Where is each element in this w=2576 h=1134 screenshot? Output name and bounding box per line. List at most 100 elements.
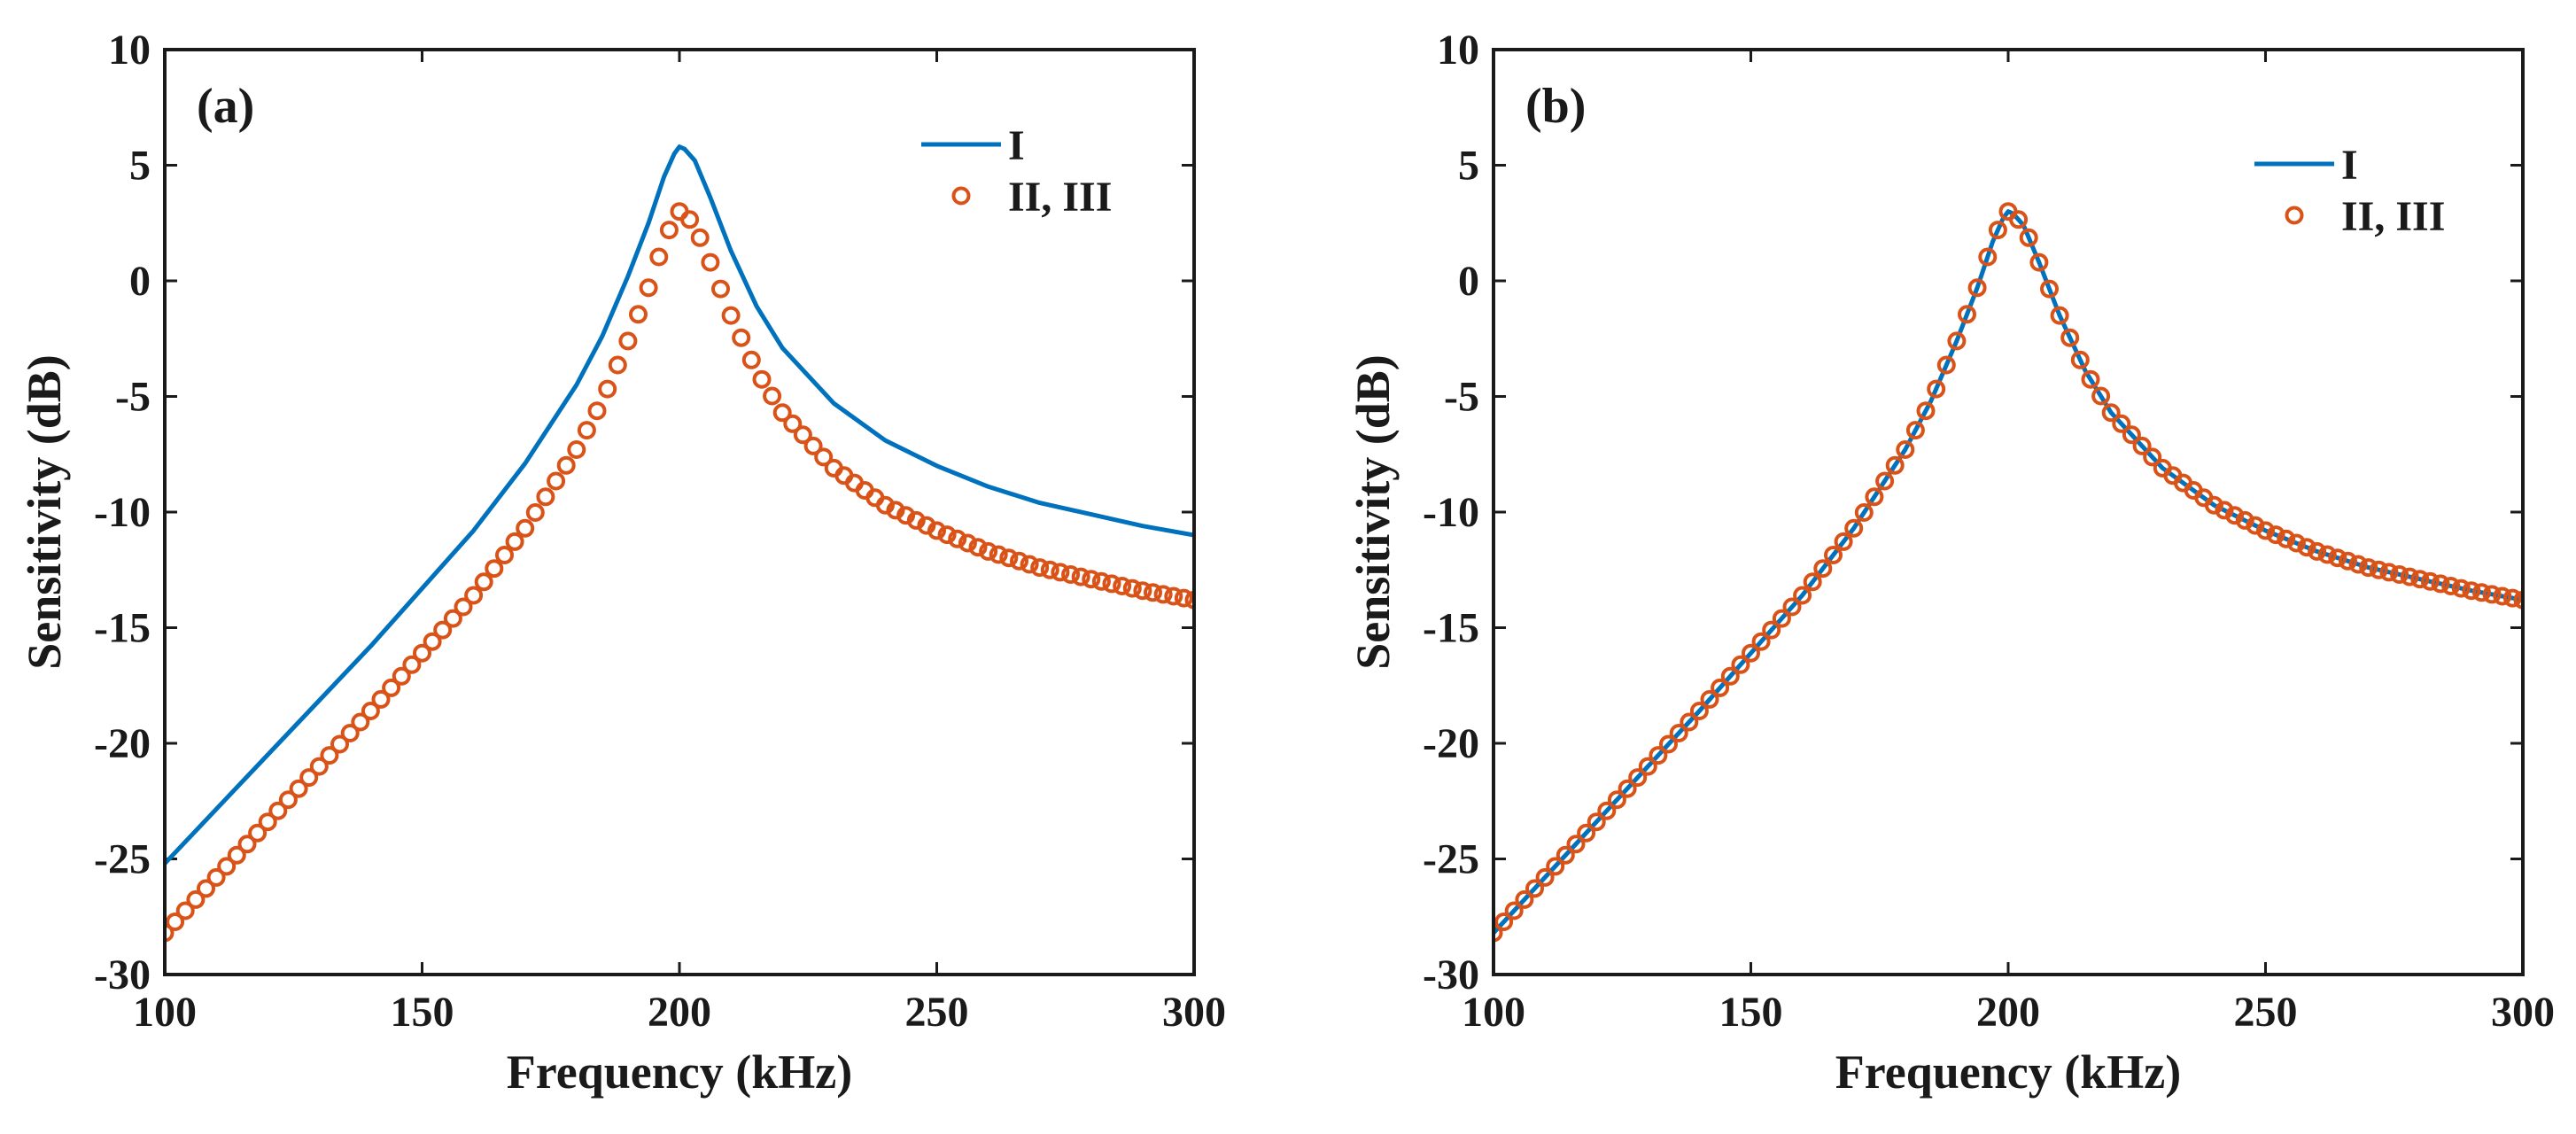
series-marker-II-III: [1040, 560, 1059, 579]
series-marker-II-III: [2009, 210, 2029, 229]
legend-label-I: I: [1008, 122, 1025, 169]
series-marker-II-III: [2400, 567, 2419, 586]
y-tick-label: 0: [129, 258, 151, 305]
series-marker-II-III: [464, 586, 484, 605]
series-marker-II-III: [2204, 495, 2223, 515]
series-marker-II-III: [505, 532, 524, 551]
series-marker-II-III: [2143, 447, 2162, 467]
series-marker-II-III: [1607, 790, 1626, 810]
series-marker-II-III: [536, 487, 555, 507]
x-axis-label: Frequency (kHz): [1835, 1045, 2181, 1099]
series-marker-II-III: [721, 306, 741, 325]
series-marker-II-III: [1742, 643, 1760, 663]
x-tick-label: 300: [1162, 989, 1226, 1036]
series-marker-II-III: [979, 541, 998, 561]
panel-label: (b): [1525, 79, 1586, 134]
series-marker-II-III: [227, 845, 246, 865]
series-marker-II-III: [485, 559, 504, 579]
series-marker-II-III: [567, 440, 586, 459]
plot-area: [165, 144, 1194, 943]
series-marker-II-III: [351, 712, 370, 732]
series-marker-II-III: [186, 889, 206, 909]
series-marker-II-III: [392, 666, 411, 686]
series-marker-II-III: [803, 436, 823, 455]
series-marker-II-III: [2513, 590, 2523, 610]
series-marker-II-III: [1824, 546, 1843, 564]
y-axis-label: Sensitivity (dB): [18, 354, 71, 670]
axes-frame: [163, 48, 1196, 976]
series-marker-II-III: [814, 447, 834, 467]
series-marker-II-III: [2050, 306, 2069, 325]
y-tick-label: -5: [115, 374, 151, 421]
series-marker-II-III: [525, 503, 545, 522]
series-marker-II-III: [1577, 823, 1596, 843]
y-tick-label: -30: [1423, 951, 1479, 998]
series-marker-II-III: [2256, 521, 2275, 540]
series-marker-II-III: [763, 386, 782, 406]
series-marker-II-III: [1782, 597, 1802, 617]
series-marker-II-III: [1133, 581, 1152, 601]
series-marker-II-III: [443, 609, 462, 628]
series-marker-II-III: [1638, 757, 1657, 776]
series-marker-II-III: [1082, 570, 1101, 589]
series-marker-II-III: [268, 801, 288, 820]
series-marker-II-III: [1071, 567, 1090, 586]
series-marker-II-III: [1916, 401, 1936, 421]
series-marker-II-III: [2472, 583, 2491, 602]
y-tick-label: 10: [108, 27, 151, 74]
series-marker-II-III: [2040, 279, 2059, 299]
series-marker-II-III: [1793, 586, 1812, 605]
series-marker-II-III: [2060, 328, 2080, 347]
series-marker-II-III: [206, 867, 226, 887]
series-marker-II-III: [1905, 421, 1925, 440]
series-marker-II-III: [1720, 666, 1740, 686]
series-marker-II-III: [2266, 525, 2285, 545]
series-marker-II-III: [165, 923, 175, 943]
series-marker-II-III: [1061, 565, 1081, 584]
y-axis-label: Sensitivity (dB): [1346, 354, 1400, 670]
series-marker-II-III: [989, 545, 1008, 564]
panel-b: 100 150 200 250 300 10 5 0 -5 -10 -15 -20 -25 -30 Freq…: [1346, 27, 2555, 1099]
series-marker-II-III: [289, 779, 308, 798]
series-marker-II-III: [2101, 403, 2121, 423]
series-marker-II-III: [1122, 579, 1142, 598]
series-marker-II-III: [598, 379, 617, 399]
legend-marker-II-III: [2285, 206, 2304, 225]
series-marker-II-III: [175, 901, 195, 920]
series-marker-II-III: [1113, 577, 1132, 595]
x-tick-label: 200: [1976, 989, 2040, 1036]
series-marker-II-III: [2451, 579, 2471, 598]
series-marker-II-III: [1030, 558, 1050, 578]
series-marker-II-III: [2410, 570, 2430, 589]
series-marker-II-III: [1504, 901, 1524, 920]
series-marker-II-III: [556, 455, 576, 475]
y-tick-label: -30: [94, 951, 151, 998]
series-marker-II-III: [2420, 571, 2440, 591]
series-marker-II-III: [732, 328, 751, 347]
series-marker-II-III: [197, 879, 215, 898]
series-marker-II-III: [999, 548, 1019, 568]
plot-area: [1494, 202, 2523, 943]
series-marker-II-III: [1525, 879, 1544, 898]
y-tick-label: -10: [1423, 489, 1479, 536]
series-marker-II-III: [1535, 867, 1555, 887]
y-tick-label: 0: [1458, 258, 1479, 305]
series-marker-II-III: [423, 632, 442, 651]
series-marker-II-III: [690, 228, 710, 247]
series-marker-II-III: [454, 597, 473, 617]
series-marker-II-III: [1184, 590, 1194, 610]
series-marker-II-III: [948, 529, 967, 548]
series-marker-II-III: [2441, 577, 2461, 595]
series-marker-II-III: [1659, 734, 1678, 754]
series-marker-II-III: [1947, 331, 1967, 351]
series-marker-II-III: [2462, 581, 2481, 601]
series-marker-II-III: [639, 278, 658, 298]
series-marker-II-III: [1751, 632, 1771, 651]
series-marker-II-III: [783, 414, 803, 433]
series-marker-II-III: [1854, 503, 1874, 522]
x-tick-label: 300: [2491, 989, 2555, 1036]
series-marker-II-III: [711, 279, 730, 299]
y-tick-label: 5: [1458, 143, 1479, 190]
series-marker-II-III: [1711, 678, 1730, 697]
y-tick-label: -15: [94, 605, 151, 652]
